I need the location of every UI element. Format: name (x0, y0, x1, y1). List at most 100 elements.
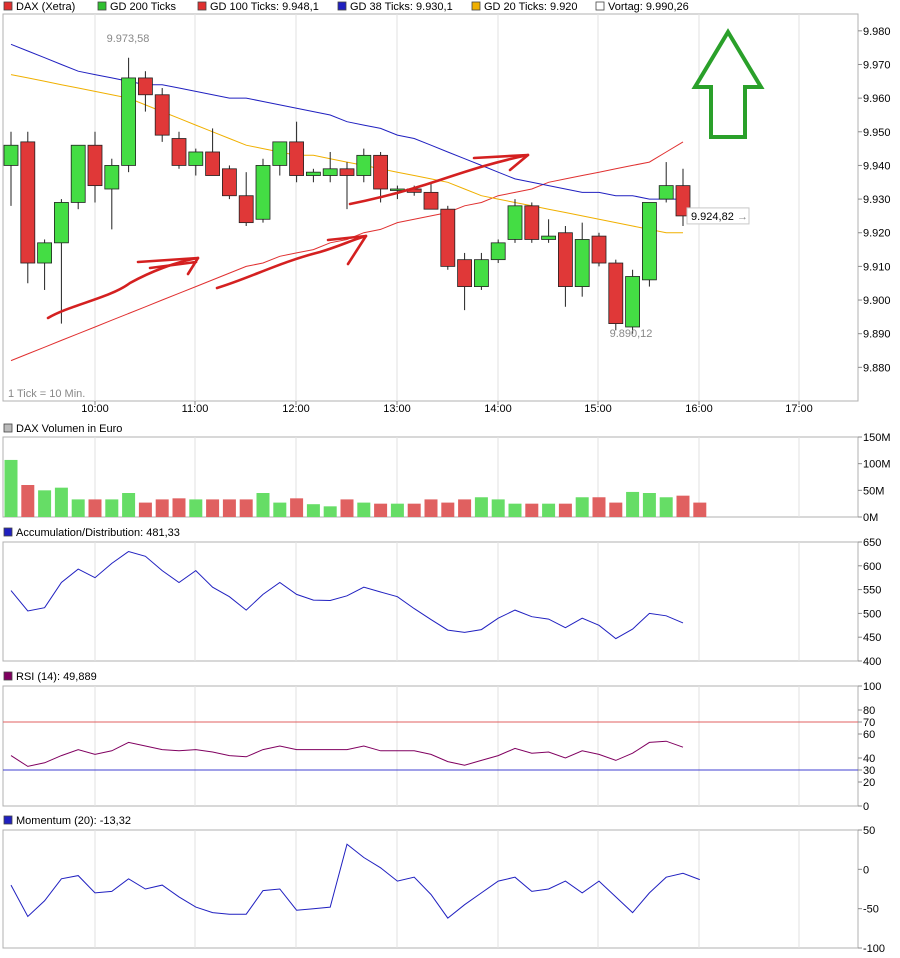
candle-body (373, 154, 389, 190)
rsi-axis-ytick-label: 0 (863, 801, 869, 813)
candle-body (171, 138, 187, 166)
candle-body (238, 195, 254, 224)
momentum-legend-swatch (3, 815, 13, 825)
rsi-axis-ytick-label: 40 (863, 753, 875, 765)
candle-body (356, 154, 372, 176)
rsi-panel-frame (2, 685, 859, 807)
price-axis-ytick-label: 9.930 (863, 194, 891, 206)
volume-bar (676, 495, 690, 517)
candle-body (70, 144, 86, 203)
volume-bar (626, 491, 640, 517)
volume-bar (206, 499, 220, 517)
candle-body (642, 202, 657, 281)
candle-body (490, 242, 506, 261)
candle-body (3, 144, 19, 166)
price-axis-ytick-label: 9.950 (863, 127, 891, 139)
volume-bar (659, 497, 673, 517)
time-label: 12:00 (282, 403, 310, 415)
candle-body (104, 165, 120, 190)
price-legend-4-label: GD 20 Ticks: 9.920 (484, 1, 578, 13)
candle-body (440, 208, 456, 267)
candle-body (121, 77, 136, 166)
price-axis-ytick-label: 9.980 (863, 26, 891, 38)
volume-axis-ytick-label: 0M (863, 512, 878, 524)
volume-bar (4, 459, 18, 517)
candle-body (322, 168, 338, 176)
rsi-axis-ytick-label: 30 (863, 765, 875, 777)
candle-body (473, 259, 489, 287)
volume-bar (21, 485, 35, 517)
price-axis-ytick-label: 9.940 (863, 160, 891, 172)
candle-body (289, 141, 305, 176)
volume-bar (155, 499, 169, 517)
candle-body (524, 205, 540, 240)
momentum-axis-ytick-label: 50 (863, 825, 875, 837)
tick-note: 1 Tick = 10 Min. (8, 388, 85, 400)
price-legend-1-label: GD 200 Ticks (110, 1, 177, 13)
ad-axis-ytick-label: 650 (863, 537, 881, 549)
volume-bar (105, 499, 119, 517)
candle-body (574, 239, 590, 287)
annotation-arrow-3-head (472, 153, 530, 172)
volume-bar (222, 499, 236, 517)
volume-legend-label: DAX Volumen in Euro (16, 423, 122, 435)
time-label: 15:00 (584, 403, 612, 415)
rsi-axis-ytick-label: 80 (863, 705, 875, 717)
time-label: 10:00 (81, 403, 109, 415)
price-legend-4-swatch (471, 1, 481, 11)
ad-axis-ytick-label: 500 (863, 608, 881, 620)
volume-bar (474, 497, 488, 517)
price-axis-ytick-label: 9.920 (863, 228, 891, 240)
last-price-label: 9.924,82 (691, 211, 734, 223)
price-legend-1-swatch (97, 1, 107, 11)
low-label: 9.890,12 (610, 328, 653, 340)
volume-bar (491, 499, 505, 517)
time-label: 14:00 (484, 403, 512, 415)
ad-legend-swatch (3, 527, 13, 537)
volume-bar (323, 506, 337, 517)
candle-body (137, 77, 153, 96)
price-legend-2-swatch (197, 1, 207, 11)
momentum-axis-ytick-label: -50 (863, 904, 879, 916)
candle-body (507, 205, 523, 240)
candle-body (339, 168, 355, 176)
momentum-axis-ytick-label: 0 (863, 864, 869, 876)
ad-line (10, 550, 684, 640)
volume-bar (256, 493, 270, 517)
candle-body (188, 151, 204, 166)
volume-bar (340, 499, 354, 517)
volume-bar (575, 497, 589, 517)
volume-bar (609, 502, 623, 517)
time-label: 17:00 (785, 403, 813, 415)
ad-legend-label: Accumulation/Distribution: 481,33 (16, 527, 180, 539)
ad-panel-frame (2, 541, 859, 662)
green-up-arrow (691, 28, 765, 139)
rsi-legend-swatch (3, 671, 13, 681)
volume-bar (592, 497, 606, 517)
volume-bar (38, 490, 52, 517)
momentum-line (10, 843, 700, 919)
volume-bar (54, 487, 68, 517)
volume-bar (357, 502, 371, 517)
volume-axis-ytick-label: 150M (863, 432, 891, 444)
annotation-arrow-2-head (326, 234, 368, 266)
volume-bar (525, 503, 539, 517)
volume-bar (693, 502, 707, 517)
volume-bar (390, 503, 404, 517)
candle-body (457, 259, 473, 287)
candle-body (558, 232, 573, 287)
volume-bar (407, 503, 421, 517)
candle-body (37, 242, 52, 264)
volume-axis-ytick-label: 50M (863, 485, 884, 497)
candle-body (608, 262, 624, 325)
time-label: 16:00 (685, 403, 713, 415)
ad-axis-ytick-label: 600 (863, 561, 881, 573)
candle-body (87, 144, 103, 187)
volume-bar (458, 499, 472, 517)
rsi-legend-label: RSI (14): 49,889 (16, 671, 97, 683)
candle-body (658, 185, 674, 200)
volume-bar (172, 498, 186, 517)
last-price-arrow: → (737, 211, 748, 223)
volume-bar (508, 503, 522, 517)
candle-body (625, 276, 640, 328)
